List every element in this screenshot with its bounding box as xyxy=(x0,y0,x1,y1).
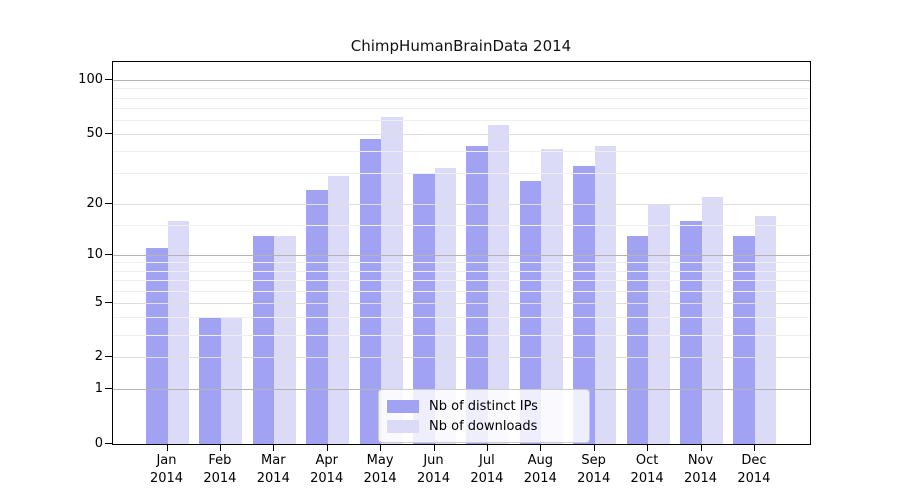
gridline-y-30 xyxy=(113,173,810,175)
y-tick-label-10: 10 xyxy=(86,246,103,262)
legend-swatch-downloads xyxy=(387,419,419,433)
y-tick-1 xyxy=(105,388,112,390)
x-tick-label-dec: Dec 2014 xyxy=(737,453,771,486)
gridline-y-20 xyxy=(113,203,810,205)
x-tick-jul xyxy=(486,444,488,451)
gridline-y-8 xyxy=(113,270,810,272)
chart-title: ChimpHumanBrainData 2014 xyxy=(350,37,572,55)
plot-area xyxy=(112,61,811,445)
y-tick-5 xyxy=(105,301,112,303)
bar-distinct-ips-mar xyxy=(252,235,275,444)
gridline-y-40 xyxy=(113,151,810,153)
y-tick-label-2: 2 xyxy=(94,349,103,365)
bar-downloads-aug xyxy=(541,149,563,444)
bar-distinct-ips-jul xyxy=(466,145,488,444)
legend-label-distinct-ips: Nb of distinct IPs xyxy=(429,398,538,414)
bar-downloads-apr xyxy=(327,175,350,444)
bar-distinct-ips-sep xyxy=(573,165,595,444)
bar-downloads-jan xyxy=(167,220,189,444)
legend-swatch-distinct-ips xyxy=(387,399,419,413)
bar-distinct-ips-nov xyxy=(680,220,702,444)
gridline-y-2 xyxy=(113,357,810,359)
legend-item-downloads: Nb of downloads xyxy=(387,416,579,436)
x-tick-label-jun: Jun 2014 xyxy=(416,453,451,486)
gridline-y-3 xyxy=(113,334,810,336)
x-tick-label-mar: Mar 2014 xyxy=(256,453,290,486)
x-tick-label-oct: Oct 2014 xyxy=(630,453,664,486)
bar-downloads-sep xyxy=(594,145,617,444)
gridline-y-60 xyxy=(113,119,810,121)
gridline-y-50 xyxy=(113,133,810,135)
y-tick-20 xyxy=(105,202,112,204)
x-tick-jun xyxy=(433,444,435,451)
bar-downloads-feb xyxy=(220,317,243,444)
bar-downloads-jul xyxy=(487,125,510,444)
x-tick-label-feb: Feb 2014 xyxy=(203,453,237,486)
gridline-y-9 xyxy=(113,262,810,264)
y-tick-10 xyxy=(105,253,112,255)
x-tick-jan xyxy=(166,444,168,451)
x-tick-oct xyxy=(647,444,649,451)
y-tick-label-20: 20 xyxy=(86,195,103,211)
gridline-y-5 xyxy=(113,302,810,304)
gridline-y-100 xyxy=(113,80,810,82)
legend: Nb of distinct IPs Nb of downloads xyxy=(378,389,590,443)
bar-distinct-ips-aug xyxy=(519,181,542,444)
bar-downloads-jun xyxy=(434,168,456,444)
gridline-y-7 xyxy=(113,280,810,281)
x-tick-apr xyxy=(326,444,328,451)
gridline-y-80 xyxy=(113,97,810,99)
y-tick-label-50: 50 xyxy=(86,125,103,141)
x-tick-label-aug: Aug 2014 xyxy=(523,453,557,486)
bar-distinct-ips-feb xyxy=(199,317,221,444)
bar-downloads-oct xyxy=(648,203,670,444)
gridline-y-4 xyxy=(113,317,810,319)
gridline-y-15 xyxy=(113,225,810,227)
x-tick-label-sep: Sep 2014 xyxy=(577,453,611,486)
gridline-y-6 xyxy=(113,290,810,292)
gridline-y-70 xyxy=(113,107,810,109)
y-tick-100 xyxy=(105,79,112,81)
bar-distinct-ips-jun xyxy=(413,173,435,444)
x-tick-label-jan: Jan 2014 xyxy=(149,453,184,486)
bar-distinct-ips-jan xyxy=(146,248,168,444)
y-tick-label-0: 0 xyxy=(94,436,103,451)
bar-distinct-ips-dec xyxy=(733,235,755,444)
y-tick-label-1: 1 xyxy=(94,381,103,397)
y-tick-50 xyxy=(105,132,112,134)
y-tick-0 xyxy=(105,443,112,444)
y-tick-label-5: 5 xyxy=(94,294,103,310)
gridline-y-90 xyxy=(113,88,810,90)
gridline-y-10 xyxy=(113,254,810,256)
y-tick-label-100: 100 xyxy=(78,72,103,88)
x-tick-mar xyxy=(273,444,275,451)
x-tick-aug xyxy=(540,444,542,451)
bar-downloads-nov xyxy=(701,196,723,444)
y-tick-2 xyxy=(105,356,112,358)
x-tick-label-nov: Nov 2014 xyxy=(683,453,718,486)
x-tick-label-may: May 2014 xyxy=(363,453,397,486)
x-tick-label-apr: Apr 2014 xyxy=(310,453,344,486)
bar-downloads-mar xyxy=(274,235,296,444)
bar-distinct-ips-oct xyxy=(626,235,649,444)
bar-downloads-dec xyxy=(754,216,777,444)
x-tick-dec xyxy=(753,444,755,451)
legend-label-downloads: Nb of downloads xyxy=(429,418,538,434)
x-tick-may xyxy=(380,444,382,451)
x-tick-label-jul: Jul 2014 xyxy=(470,453,504,486)
x-tick-feb xyxy=(219,444,221,451)
legend-item-distinct-ips: Nb of distinct IPs xyxy=(387,396,579,416)
x-tick-nov xyxy=(700,444,702,451)
x-tick-sep xyxy=(593,444,595,451)
